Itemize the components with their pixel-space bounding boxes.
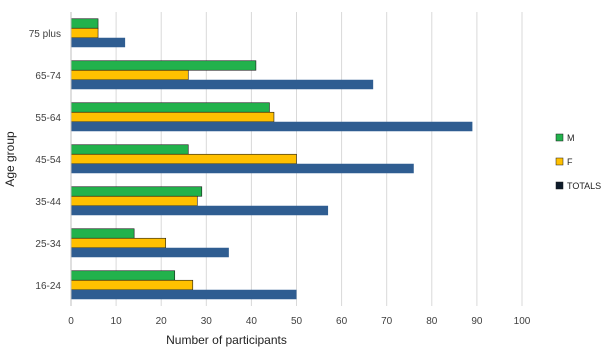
bar-totals-65-74 (71, 79, 374, 90)
x-tick-label: 60 (336, 316, 348, 327)
y-tick-label: 65-74 (35, 71, 61, 82)
bar-f-75-plus (70, 27, 99, 39)
bar-m-55-64 (70, 102, 270, 113)
x-tick-label: 10 (111, 316, 123, 327)
bar-f-16-24 (70, 279, 194, 291)
y-tick-label: 55-64 (35, 113, 61, 124)
bar-totals-35-44 (71, 205, 329, 216)
x-tick-label: 20 (156, 316, 168, 327)
y-tick-label: 75 plus (29, 29, 61, 40)
x-tick-label: 50 (291, 316, 303, 327)
bar-m-16-24 (70, 270, 176, 281)
legend-label-totals: TOTALS (567, 181, 601, 191)
y-tick-label: 35-44 (35, 197, 61, 208)
bar-totals-16-24 (71, 289, 297, 300)
bar-m-75-plus (70, 18, 99, 29)
bars (70, 18, 473, 300)
legend: M F TOTALS (555, 133, 601, 191)
y-axis-ticks: 16-24 25-34 35-44 45-54 55-64 65-74 75 plus (29, 29, 62, 292)
y-tick-label: 45-54 (35, 155, 61, 166)
bar-totals-55-64 (71, 121, 473, 132)
x-tick-label: 40 (246, 316, 258, 327)
bar-m-35-44 (70, 186, 203, 197)
legend-swatch-totals (555, 181, 564, 190)
legend-swatch-f (555, 157, 564, 166)
y-tick-label: 25-34 (35, 239, 61, 250)
x-tick-label: 90 (471, 316, 483, 327)
y-tick-label: 16-24 (35, 281, 61, 292)
bar-m-45-54 (70, 144, 189, 155)
bar-m-25-34 (70, 228, 135, 239)
x-tick-label: 70 (381, 316, 393, 327)
bar-f-25-34 (70, 237, 167, 249)
legend-swatch-m (555, 133, 564, 142)
x-tick-label: 30 (201, 316, 213, 327)
bar-m-65-74 (70, 60, 257, 71)
bar-f-65-74 (70, 69, 189, 81)
y-axis-title: Age group (3, 131, 17, 187)
x-tick-label: 100 (514, 316, 531, 327)
bar-totals-45-54 (71, 163, 414, 174)
bar-f-35-44 (70, 195, 198, 207)
bar-f-45-54 (70, 153, 297, 165)
bar-totals-25-34 (71, 247, 229, 258)
bar-f-55-64 (70, 111, 275, 123)
legend-label-f: F (567, 157, 573, 167)
x-axis-title: Number of participants (166, 333, 287, 347)
x-tick-label: 80 (426, 316, 438, 327)
bar-totals-75-plus (71, 37, 126, 48)
x-tick-label: 0 (68, 316, 74, 327)
x-axis-ticks: 0 10 20 30 40 50 60 70 80 90 100 (68, 316, 531, 327)
legend-label-m: M (567, 133, 575, 143)
